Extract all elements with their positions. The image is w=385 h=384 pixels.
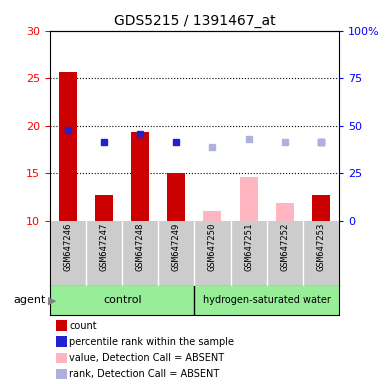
- Text: GSM647248: GSM647248: [136, 223, 145, 271]
- Text: count: count: [69, 321, 97, 331]
- Text: GSM647252: GSM647252: [280, 223, 289, 271]
- Text: hydrogen-saturated water: hydrogen-saturated water: [203, 295, 331, 306]
- Text: agent: agent: [14, 295, 46, 306]
- Text: GSM647247: GSM647247: [100, 223, 109, 271]
- Text: control: control: [103, 295, 142, 306]
- Bar: [194, 286, 339, 315]
- Bar: [239, 177, 258, 221]
- Text: rank, Detection Call = ABSENT: rank, Detection Call = ABSENT: [69, 369, 219, 379]
- Bar: [50, 286, 194, 315]
- Bar: [276, 203, 294, 221]
- Text: GSM647250: GSM647250: [208, 223, 217, 271]
- Bar: [95, 195, 113, 221]
- Bar: [203, 211, 221, 221]
- Text: ▶: ▶: [48, 295, 57, 306]
- Bar: [59, 71, 77, 221]
- Bar: [312, 195, 330, 221]
- Text: GSM647246: GSM647246: [64, 223, 73, 271]
- Title: GDS5215 / 1391467_at: GDS5215 / 1391467_at: [114, 14, 275, 28]
- Text: GSM647249: GSM647249: [172, 223, 181, 271]
- Text: value, Detection Call = ABSENT: value, Detection Call = ABSENT: [69, 353, 224, 363]
- Text: percentile rank within the sample: percentile rank within the sample: [69, 337, 234, 347]
- Bar: [131, 132, 149, 221]
- Text: GSM647251: GSM647251: [244, 223, 253, 271]
- Text: GSM647253: GSM647253: [316, 223, 325, 271]
- Bar: [167, 173, 186, 221]
